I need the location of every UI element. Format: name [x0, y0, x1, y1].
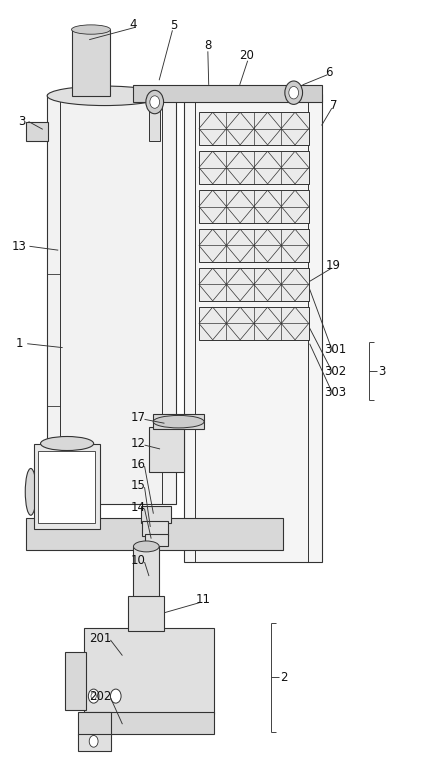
- Ellipse shape: [146, 91, 163, 114]
- Bar: [26, 518, 283, 551]
- Bar: [199, 229, 309, 262]
- Text: 302: 302: [324, 365, 346, 377]
- Bar: [199, 268, 309, 301]
- Bar: [38, 451, 95, 523]
- Text: 14: 14: [131, 501, 145, 514]
- Text: 6: 6: [325, 66, 333, 79]
- Text: 15: 15: [131, 479, 145, 492]
- Text: 12: 12: [131, 437, 145, 450]
- Text: 3: 3: [379, 365, 386, 377]
- Text: 7: 7: [330, 99, 337, 112]
- Bar: [84, 711, 214, 733]
- Bar: [199, 152, 309, 184]
- Bar: [199, 112, 309, 145]
- Bar: [134, 547, 159, 597]
- Bar: [34, 444, 100, 530]
- Bar: [184, 95, 321, 562]
- Bar: [26, 122, 48, 141]
- Ellipse shape: [111, 689, 121, 703]
- Ellipse shape: [91, 693, 96, 700]
- Ellipse shape: [153, 415, 204, 428]
- Text: 20: 20: [239, 48, 254, 62]
- Bar: [84, 628, 214, 714]
- Text: 201: 201: [89, 632, 111, 645]
- Bar: [134, 85, 321, 102]
- Bar: [153, 414, 204, 430]
- Text: 8: 8: [204, 39, 211, 52]
- Bar: [128, 596, 164, 630]
- Ellipse shape: [88, 689, 99, 703]
- Ellipse shape: [40, 437, 94, 451]
- Bar: [143, 522, 168, 536]
- Ellipse shape: [150, 96, 159, 109]
- Text: 1: 1: [16, 337, 23, 350]
- Bar: [150, 98, 160, 141]
- Bar: [199, 307, 309, 340]
- Ellipse shape: [134, 541, 159, 552]
- Bar: [145, 534, 167, 547]
- Text: 4: 4: [130, 18, 137, 30]
- Bar: [149, 427, 184, 473]
- Bar: [78, 733, 111, 751]
- Bar: [65, 651, 86, 710]
- Text: 17: 17: [131, 412, 145, 424]
- Bar: [199, 190, 309, 223]
- Text: 3: 3: [18, 115, 26, 128]
- Text: 303: 303: [324, 386, 346, 398]
- Text: 13: 13: [12, 240, 27, 253]
- Text: 10: 10: [131, 554, 145, 567]
- Text: 19: 19: [326, 259, 341, 273]
- Text: 2: 2: [280, 671, 288, 684]
- Text: 16: 16: [131, 458, 145, 471]
- Bar: [78, 711, 111, 735]
- Ellipse shape: [25, 469, 36, 515]
- Ellipse shape: [47, 86, 162, 105]
- Text: 202: 202: [89, 690, 111, 703]
- Bar: [71, 30, 111, 96]
- Ellipse shape: [285, 81, 302, 105]
- Bar: [141, 506, 170, 523]
- Text: 5: 5: [170, 20, 177, 32]
- Ellipse shape: [89, 736, 98, 747]
- Bar: [47, 95, 175, 504]
- Ellipse shape: [71, 25, 111, 34]
- Text: 11: 11: [196, 593, 211, 606]
- Text: 301: 301: [324, 344, 346, 356]
- Ellipse shape: [289, 87, 298, 99]
